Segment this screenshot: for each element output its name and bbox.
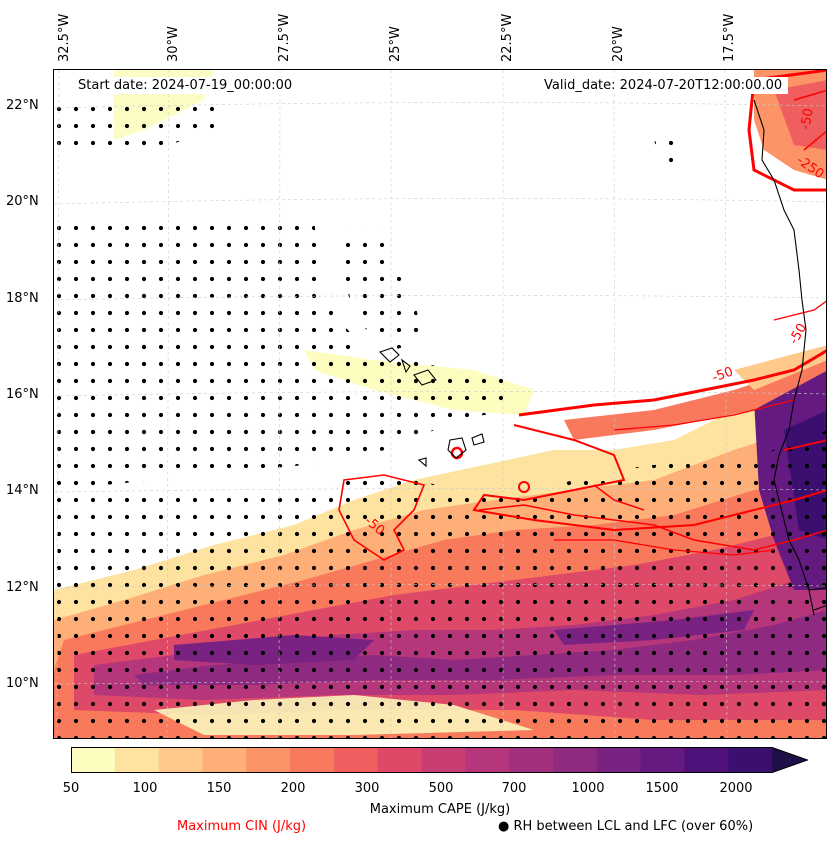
colorbar-segment <box>772 747 808 773</box>
lat-label-16n: 16°N <box>6 387 39 402</box>
lat-label-14n: 14°N <box>6 483 39 498</box>
colorbar-segment <box>114 747 160 773</box>
colorbar-segment <box>728 747 773 773</box>
cb-tick-700: 700 <box>501 781 527 796</box>
valid-date-label: Valid_date: 2024-07-20T12:00:00.00 <box>538 77 789 94</box>
lon-label-32-5w: 32.5°W <box>57 13 72 62</box>
colorbar-segment <box>246 747 291 773</box>
lat-label-20n: 20°N <box>6 194 39 209</box>
cb-tick-1000: 1000 <box>571 781 605 796</box>
coastline <box>378 99 826 616</box>
colorbar-segment <box>465 747 510 773</box>
colorbar-outline <box>71 747 808 773</box>
start-date-label: Start date: 2024-07-19_00:00:00 <box>72 77 299 94</box>
colorbar-segment <box>596 747 642 773</box>
contour-label-50-a: -50 <box>786 321 810 347</box>
cb-tick-50: 50 <box>62 781 80 796</box>
cb-tick-200: 200 <box>280 781 306 796</box>
colorbar-segment <box>640 747 685 773</box>
cb-tick-150: 150 <box>206 781 232 796</box>
lat-label-10n: 10°N <box>6 676 39 691</box>
lon-label-25w: 25°W <box>388 26 403 62</box>
cin-contours <box>338 70 826 561</box>
colorbar-label: Maximum CAPE (J/kg) <box>369 802 511 817</box>
lon-label-30w: 30°W <box>166 26 181 62</box>
lon-label-17-5w: 17.5°W <box>722 13 737 62</box>
lat-label-12n: 12°N <box>6 580 39 595</box>
map-panel: -250 -50 -50 -50 -50 <box>53 69 827 739</box>
lon-label-20w: 20°W <box>611 26 626 62</box>
map-gridlines <box>54 70 826 738</box>
colorbar-segment <box>377 747 422 773</box>
map-canvas: -250 -50 -50 -50 -50 <box>54 70 826 738</box>
cb-tick-500: 500 <box>428 781 454 796</box>
colorbar-segment <box>71 747 116 773</box>
colorbar-segment <box>202 747 247 773</box>
contour-label-50-d: -50 <box>798 107 816 131</box>
cb-tick-100: 100 <box>132 781 158 796</box>
colorbar-segment <box>333 747 379 773</box>
lon-label-22-5w: 22.5°W <box>500 13 515 62</box>
colorbar-segment <box>290 747 335 773</box>
rh-stipple <box>54 100 826 738</box>
cb-tick-1500: 1500 <box>645 781 679 796</box>
colorbar-segment <box>158 747 203 773</box>
contour-label-50-c: -50 <box>710 364 735 385</box>
colorbar-segment <box>552 747 598 773</box>
cb-tick-300: 300 <box>354 781 380 796</box>
colorbar-segment <box>421 747 466 773</box>
cape-colorbar <box>71 747 808 773</box>
cin-legend-label: Maximum CIN (J/kg) <box>177 819 307 834</box>
colorbar-segment <box>509 747 554 773</box>
colorbar-segment <box>684 747 729 773</box>
cb-tick-2000: 2000 <box>719 781 753 796</box>
lon-label-27-5w: 27.5°W <box>277 13 292 62</box>
lat-label-22n: 22°N <box>6 98 39 113</box>
rh-legend-label: ● RH between LCL and LFC (over 60%) <box>498 819 754 834</box>
lat-label-18n: 18°N <box>6 291 39 306</box>
